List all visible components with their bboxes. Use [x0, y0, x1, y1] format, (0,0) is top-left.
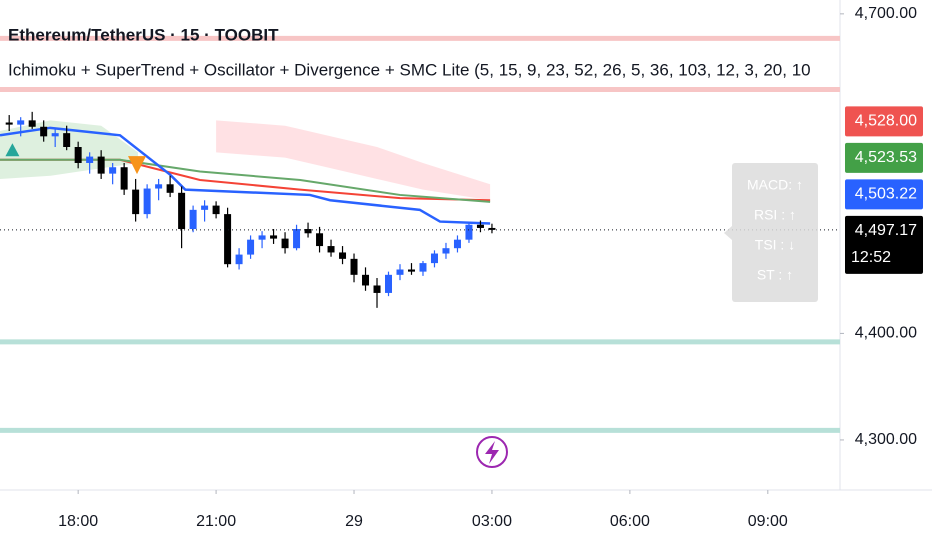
- status-text: RSI : ↑: [754, 207, 796, 223]
- status-text: ST : ↑: [757, 267, 793, 283]
- countdown: 12:52: [851, 249, 891, 266]
- candle-body: [453, 239, 461, 249]
- candle-body: [339, 252, 347, 259]
- status-text: MACD: ↑: [747, 177, 803, 193]
- x-tick-label: 09:00: [748, 513, 788, 530]
- plot: MACD: ↑ RSI : ↑ TSI : ↓ ST : ↑: [0, 35, 840, 433]
- candle-body: [132, 189, 140, 215]
- candle-body: [362, 274, 370, 286]
- candle-body: [270, 235, 278, 239]
- candle-body: [488, 227, 496, 230]
- price-label-box: [845, 142, 923, 173]
- y-tick-label: 4,300.00: [855, 431, 917, 448]
- candle-body: [97, 156, 105, 174]
- candle-body: [304, 229, 312, 234]
- candle-body: [247, 239, 255, 255]
- x-tick-label: 21:00: [196, 513, 236, 530]
- candle-body: [143, 188, 151, 215]
- candle-body: [86, 156, 94, 163]
- status-box-bg: [732, 163, 818, 302]
- ichimoku-cloud: [216, 120, 491, 201]
- chart-title: Ethereum/TetherUS · 15 · TOOBIT: [8, 25, 279, 44]
- candle-body: [74, 147, 82, 163]
- candle-body: [178, 192, 186, 230]
- candle-body: [120, 167, 128, 190]
- candle-body: [51, 133, 59, 137]
- candle-body: [166, 184, 174, 193]
- candle-body: [281, 238, 289, 249]
- candle-body: [476, 224, 484, 228]
- x-tick-label: 29: [345, 513, 363, 530]
- candle-body: [385, 274, 393, 293]
- price-label-box: [845, 106, 923, 137]
- candle-body: [419, 263, 427, 272]
- indicator-title: Ichimoku + SuperTrend + Oscillator + Div…: [8, 60, 811, 79]
- candle-body: [442, 248, 450, 254]
- price-label: 4,528.00: [855, 113, 917, 130]
- status-box-pointer: [724, 226, 732, 240]
- candle-body: [5, 122, 13, 125]
- candle-body: [155, 184, 163, 189]
- candle-body: [201, 205, 209, 210]
- y-tick-label: 4,400.00: [855, 325, 917, 342]
- x-tick-label: 03:00: [472, 513, 512, 530]
- price-label: 4,503.22: [855, 186, 917, 203]
- indicator-line: [0, 126, 491, 225]
- candle-body: [293, 229, 301, 249]
- signal-marker: [5, 143, 20, 157]
- x-tick-label: 06:00: [610, 513, 650, 530]
- candle-body: [350, 258, 358, 275]
- candle-body: [430, 253, 438, 264]
- alert-bolt: [485, 441, 499, 464]
- candle-body: [63, 133, 71, 147]
- price-label-box: [845, 215, 923, 274]
- candle-body: [28, 120, 36, 127]
- price-label: 4,497.17: [855, 222, 917, 239]
- y-tick-label: 4,700.00: [855, 5, 917, 22]
- candle-body: [189, 209, 197, 230]
- x-tick-label: 18:00: [58, 513, 98, 530]
- candle-body: [212, 205, 220, 215]
- price-label: 4,523.53: [855, 149, 917, 166]
- candle-body: [396, 269, 404, 275]
- status-text: TSI : ↓: [755, 237, 795, 253]
- candle-body: [373, 285, 381, 293]
- candle-body: [17, 120, 25, 125]
- candle-body: [327, 246, 335, 253]
- candle-body: [224, 214, 232, 265]
- price-label-box: [845, 179, 923, 210]
- candle-body: [316, 233, 324, 247]
- candle-body: [258, 235, 266, 240]
- signal-marker: [128, 156, 147, 175]
- candle-body: [465, 224, 473, 240]
- status-box: MACD: ↑ RSI : ↑ TSI : ↓ ST : ↑: [724, 163, 818, 302]
- candle-body: [235, 254, 243, 265]
- candle-body: [109, 167, 117, 174]
- candle-body: [40, 126, 48, 137]
- candle-body: [407, 269, 415, 272]
